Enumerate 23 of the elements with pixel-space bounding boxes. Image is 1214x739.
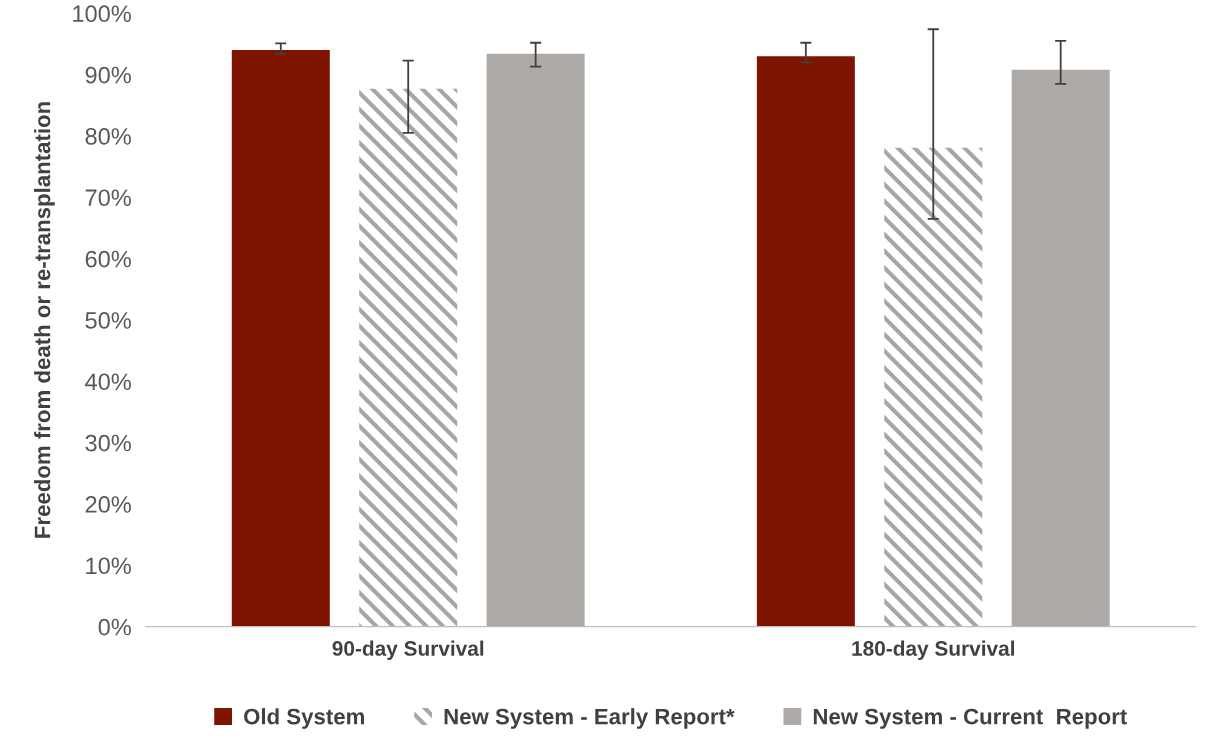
legend-label: New System - Early Report* (444, 708, 735, 729)
y-tick-label: 20% (85, 496, 131, 513)
y-tick-label: 90% (85, 66, 131, 84)
legend-label: Old System (244, 708, 364, 729)
bar (1011, 69, 1110, 627)
x-tick-label: 90-day Survival (332, 640, 484, 660)
bar (884, 147, 983, 627)
x-tick-label: 180-day Survival (852, 640, 1015, 660)
bar (486, 53, 585, 627)
y-axis-title: Freedom from death or re-transplantation (34, 102, 55, 538)
y-tick-label: 50% (85, 312, 131, 329)
y-tick-label: 100% (73, 5, 131, 23)
bar (756, 56, 855, 627)
y-tick-label: 80% (85, 128, 131, 145)
y-tick-label: 70% (85, 189, 131, 207)
y-tick-label: 0% (98, 618, 131, 636)
y-tick-label: 60% (85, 250, 131, 268)
legend-label: New System - Current Report (813, 708, 1127, 729)
bar (359, 88, 458, 627)
y-tick-label: 10% (86, 557, 131, 575)
y-tick-label: 30% (85, 434, 131, 452)
bar (231, 50, 330, 627)
y-tick-label: 40% (85, 373, 131, 391)
